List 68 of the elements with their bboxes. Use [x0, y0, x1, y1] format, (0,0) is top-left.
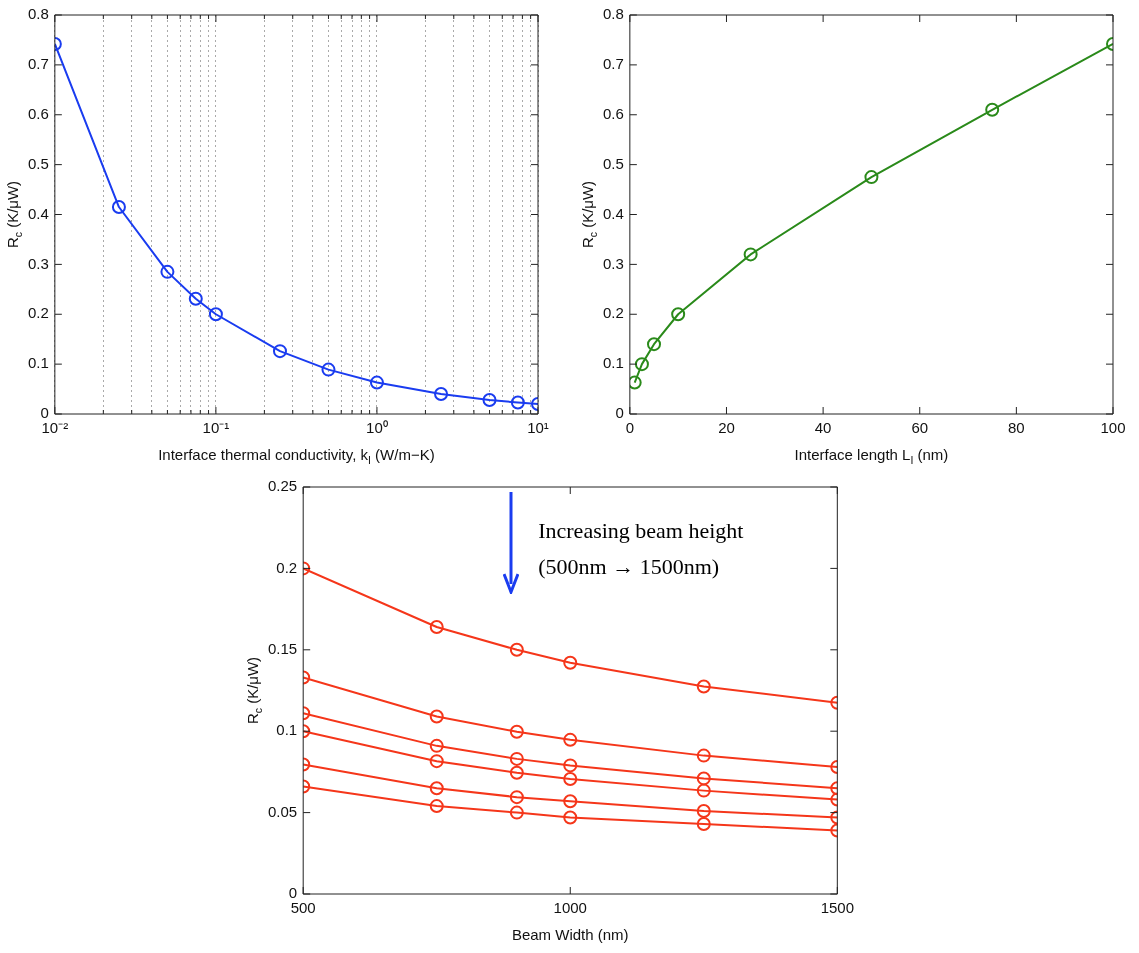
y-axis-title: Rc (K/μW) — [579, 180, 600, 249]
x-tick-label: 10⁻² — [41, 419, 69, 437]
point — [563, 655, 578, 670]
y-tick-label: 0.5 — [27, 154, 49, 172]
point — [671, 307, 686, 322]
x-tick-label: 80 — [1008, 419, 1025, 437]
y-axis-title: Rc (K/μW) — [244, 656, 265, 725]
point — [634, 357, 649, 372]
point — [509, 642, 524, 657]
point — [563, 758, 578, 773]
x-tick-label: 10⁰ — [366, 419, 388, 437]
y-tick-label: 0.8 — [27, 5, 49, 23]
y-tick-label: 0.2 — [276, 558, 298, 576]
x-tick-label: 0 — [625, 419, 635, 437]
point — [509, 790, 524, 805]
y-tick-label: 0.8 — [602, 5, 624, 23]
y-tick-label: 0.6 — [27, 104, 49, 122]
point — [696, 771, 711, 786]
y-tick-label: 0.15 — [267, 639, 298, 657]
y-tick-label: 0.1 — [602, 354, 624, 372]
y-tick-label: 0.3 — [27, 254, 49, 272]
y-tick-label: 0.1 — [27, 354, 49, 372]
point — [985, 102, 1000, 117]
point — [696, 783, 711, 798]
point — [629, 375, 642, 390]
y-tick-label: 0.6 — [602, 104, 624, 122]
point — [696, 679, 711, 694]
point — [509, 765, 524, 780]
y-tick-label: 0 — [288, 884, 298, 902]
y-tick-label: 0.7 — [602, 55, 624, 73]
x-tick-label: 10¹ — [527, 419, 549, 437]
point — [743, 247, 758, 262]
y-tick-label: 0.2 — [27, 304, 49, 322]
y-tick-label: 0.3 — [602, 254, 624, 272]
point — [696, 817, 711, 831]
x-tick-label: 20 — [718, 419, 735, 437]
point — [563, 794, 578, 809]
x-tick-label: 1500 — [820, 899, 854, 917]
x-axis-title: Beam Width (nm) — [511, 926, 629, 944]
x-tick-label: 100 — [1100, 419, 1126, 437]
point — [864, 170, 879, 185]
x-tick-label: 60 — [911, 419, 929, 437]
point — [509, 805, 524, 820]
y-tick-label: 0.4 — [602, 204, 624, 222]
x-tick-label: 40 — [814, 419, 832, 437]
y-tick-label: 0.1 — [276, 721, 298, 739]
x-tick-label: 500 — [290, 899, 316, 917]
point — [696, 803, 711, 818]
y-tick-label: 0.05 — [267, 802, 298, 820]
y-tick-label: 0.4 — [27, 204, 49, 222]
point — [696, 748, 711, 763]
x-tick-label: 10⁻¹ — [202, 419, 230, 437]
point — [509, 751, 524, 766]
point — [647, 337, 662, 352]
y-tick-label: 0.25 — [267, 477, 298, 495]
point — [509, 724, 524, 739]
point — [563, 732, 578, 747]
y-axis-title: Rc (K/μW) — [4, 180, 25, 249]
point — [563, 772, 578, 787]
y-tick-label: 0.5 — [602, 154, 624, 172]
y-tick-label: 0.7 — [27, 55, 49, 73]
y-tick-label: 0 — [615, 404, 624, 422]
y-tick-label: 0.2 — [602, 304, 624, 322]
point — [563, 810, 578, 825]
y-tick-label: 0 — [40, 404, 49, 422]
annotation: (500nm → 1500nm) — [538, 553, 720, 579]
x-tick-label: 1000 — [553, 899, 587, 917]
annotation: Increasing beam height — [538, 517, 744, 543]
